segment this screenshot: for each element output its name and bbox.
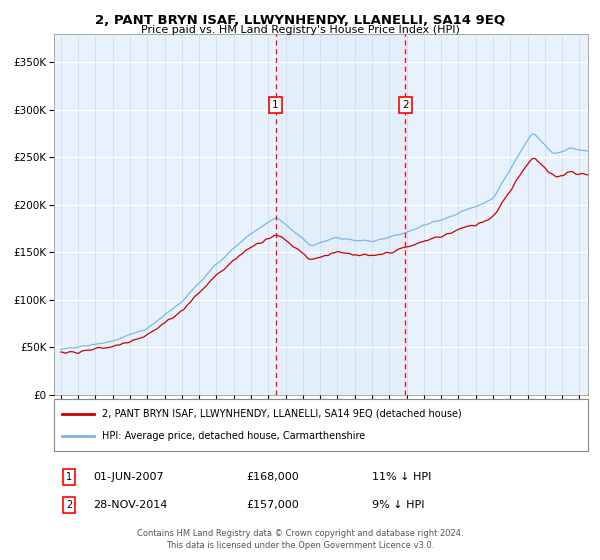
- Text: 1: 1: [66, 472, 72, 482]
- Text: 11% ↓ HPI: 11% ↓ HPI: [372, 472, 431, 482]
- Text: £168,000: £168,000: [246, 472, 299, 482]
- Bar: [275, 34, 405, 395]
- Text: 2: 2: [402, 100, 409, 110]
- Text: 2: 2: [66, 500, 72, 510]
- Text: 01-JUN-2007: 01-JUN-2007: [93, 472, 164, 482]
- Text: Contains HM Land Registry data © Crown copyright and database right 2024.
This d: Contains HM Land Registry data © Crown c…: [137, 529, 463, 550]
- Text: 2, PANT BRYN ISAF, LLWYNHENDY, LLANELLI, SA14 9EQ: 2, PANT BRYN ISAF, LLWYNHENDY, LLANELLI,…: [95, 14, 505, 27]
- Text: 2, PANT BRYN ISAF, LLWYNHENDY, LLANELLI, SA14 9EQ (detached house): 2, PANT BRYN ISAF, LLWYNHENDY, LLANELLI,…: [102, 409, 462, 419]
- Text: 1: 1: [272, 100, 279, 110]
- Text: £157,000: £157,000: [246, 500, 299, 510]
- Text: 9% ↓ HPI: 9% ↓ HPI: [372, 500, 425, 510]
- Text: 28-NOV-2014: 28-NOV-2014: [93, 500, 167, 510]
- Text: HPI: Average price, detached house, Carmarthenshire: HPI: Average price, detached house, Carm…: [102, 431, 365, 441]
- Text: Price paid vs. HM Land Registry's House Price Index (HPI): Price paid vs. HM Land Registry's House …: [140, 25, 460, 35]
